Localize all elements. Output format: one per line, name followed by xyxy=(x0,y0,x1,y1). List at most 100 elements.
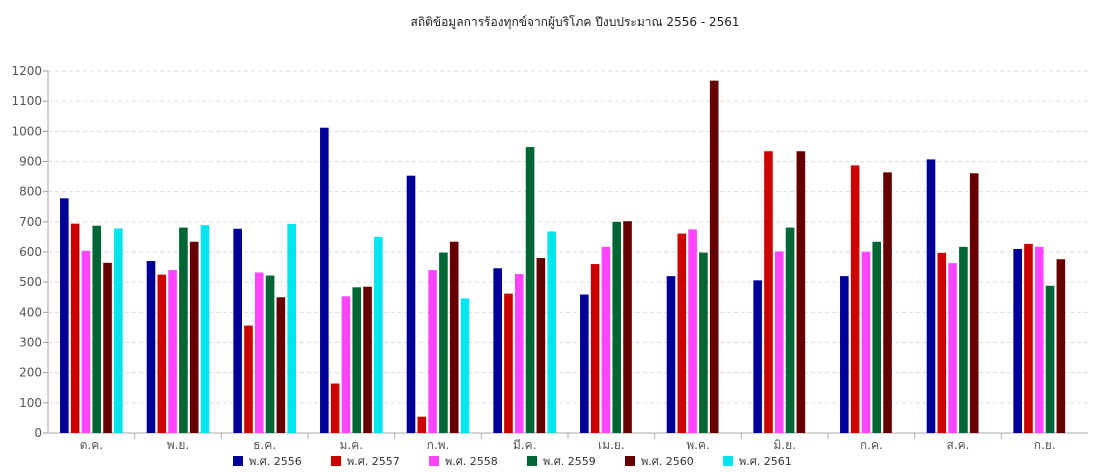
bar xyxy=(764,151,773,433)
bar xyxy=(189,241,199,433)
legend-label: พ.ศ. 2558 xyxy=(445,455,498,468)
x-tick-label: ก.พ. xyxy=(427,438,450,452)
bar xyxy=(688,229,697,433)
bar xyxy=(699,252,708,433)
bar xyxy=(428,270,437,433)
bar xyxy=(504,293,513,433)
bar xyxy=(103,262,112,433)
legend-label: พ.ศ. 2560 xyxy=(641,455,694,468)
bar xyxy=(1024,243,1033,433)
x-tick-label: เม.ย. xyxy=(598,438,625,452)
bar xyxy=(580,294,589,433)
bar xyxy=(785,227,795,433)
y-tick-label: 500 xyxy=(19,275,42,289)
bar xyxy=(493,268,502,433)
y-tick-label: 1000 xyxy=(11,124,42,138)
bar xyxy=(601,246,611,433)
bar xyxy=(60,198,69,433)
bar xyxy=(460,298,470,433)
x-tick-label: พ.ค. xyxy=(686,438,710,452)
legend-swatch xyxy=(527,456,537,466)
x-tick-label: พ.ย. xyxy=(167,438,190,452)
bar xyxy=(1013,248,1022,433)
bar xyxy=(937,252,947,433)
bar xyxy=(959,246,968,433)
bar xyxy=(233,228,242,433)
bar xyxy=(374,236,383,433)
bar xyxy=(146,261,156,433)
y-tick-label: 300 xyxy=(19,336,42,350)
bar xyxy=(774,251,784,433)
bar xyxy=(514,274,524,433)
chart-title: สถิติข้อมูลการร้องทุกข์จากผู้บริโภค ปีงบ… xyxy=(411,15,740,30)
y-tick-label: 700 xyxy=(19,215,42,229)
bar xyxy=(406,175,416,433)
bar xyxy=(666,276,676,433)
bar xyxy=(114,228,123,433)
legend-swatch xyxy=(331,456,341,466)
legend-swatch xyxy=(723,456,733,466)
bar xyxy=(330,383,340,433)
bar xyxy=(439,252,448,433)
legend-label: พ.ศ. 2557 xyxy=(347,455,400,468)
bar xyxy=(850,165,860,433)
bar xyxy=(179,227,188,433)
bar xyxy=(948,263,957,433)
bar xyxy=(623,221,632,433)
bar xyxy=(70,223,80,433)
y-tick-label: 1100 xyxy=(11,94,42,108)
bar xyxy=(861,251,871,433)
y-tick-label: 100 xyxy=(19,396,42,410)
legend-label: พ.ศ. 2561 xyxy=(739,455,792,468)
bar xyxy=(840,276,849,433)
bar xyxy=(883,172,892,434)
bar xyxy=(449,241,459,433)
bar xyxy=(753,280,762,433)
bar xyxy=(536,258,546,433)
bar xyxy=(265,275,275,433)
bar xyxy=(417,416,427,433)
x-tick-label: ก.ย. xyxy=(1034,438,1056,452)
bar xyxy=(709,80,719,434)
bar xyxy=(287,223,296,433)
bar xyxy=(157,274,167,433)
bar xyxy=(363,286,372,433)
bar xyxy=(320,127,329,434)
grid-lines xyxy=(48,70,1088,404)
x-tick-label: ธ.ค. xyxy=(253,438,276,452)
legend-label: พ.ศ. 2556 xyxy=(249,455,302,468)
legend: พ.ศ. 2556 พ.ศ. 2557 พ.ศ. 2558 พ.ศ. 2559 พ.ศ.… xyxy=(233,455,792,468)
legend-swatch xyxy=(233,456,243,466)
bar xyxy=(547,231,556,433)
bar xyxy=(796,151,806,433)
bar xyxy=(1034,246,1044,433)
bars xyxy=(60,80,1066,434)
bar xyxy=(200,225,210,433)
x-tick-label: มิ.ย. xyxy=(773,438,796,452)
x-tick-label: มี.ค. xyxy=(513,438,537,452)
bar xyxy=(352,287,362,433)
bar xyxy=(612,221,622,433)
y-tick-label: 400 xyxy=(19,305,42,319)
axes: 0 100 200 300 400 500 600 700 800 900 1000 1100 1200… xyxy=(11,64,1088,452)
bar xyxy=(590,264,600,433)
legend-swatch xyxy=(625,456,635,466)
legend-swatch xyxy=(429,456,439,466)
y-tick-label: 900 xyxy=(19,155,42,169)
bar xyxy=(1056,259,1066,433)
y-tick-label: 800 xyxy=(19,185,42,199)
bar xyxy=(1045,285,1055,433)
x-tick-label: ต.ค. xyxy=(80,438,103,452)
bar xyxy=(168,270,177,433)
x-tick-label: ม.ค. xyxy=(340,438,364,452)
bar xyxy=(926,159,936,433)
bar xyxy=(525,147,535,433)
x-tick-label: ส.ค. xyxy=(947,438,970,452)
y-tick-label: 200 xyxy=(19,366,42,380)
x-tick-label: ก.ค. xyxy=(860,438,883,452)
bar xyxy=(92,225,102,433)
bar xyxy=(276,297,286,433)
y-tick-label: 1200 xyxy=(11,64,42,78)
y-tick-label: 0 xyxy=(34,426,42,440)
